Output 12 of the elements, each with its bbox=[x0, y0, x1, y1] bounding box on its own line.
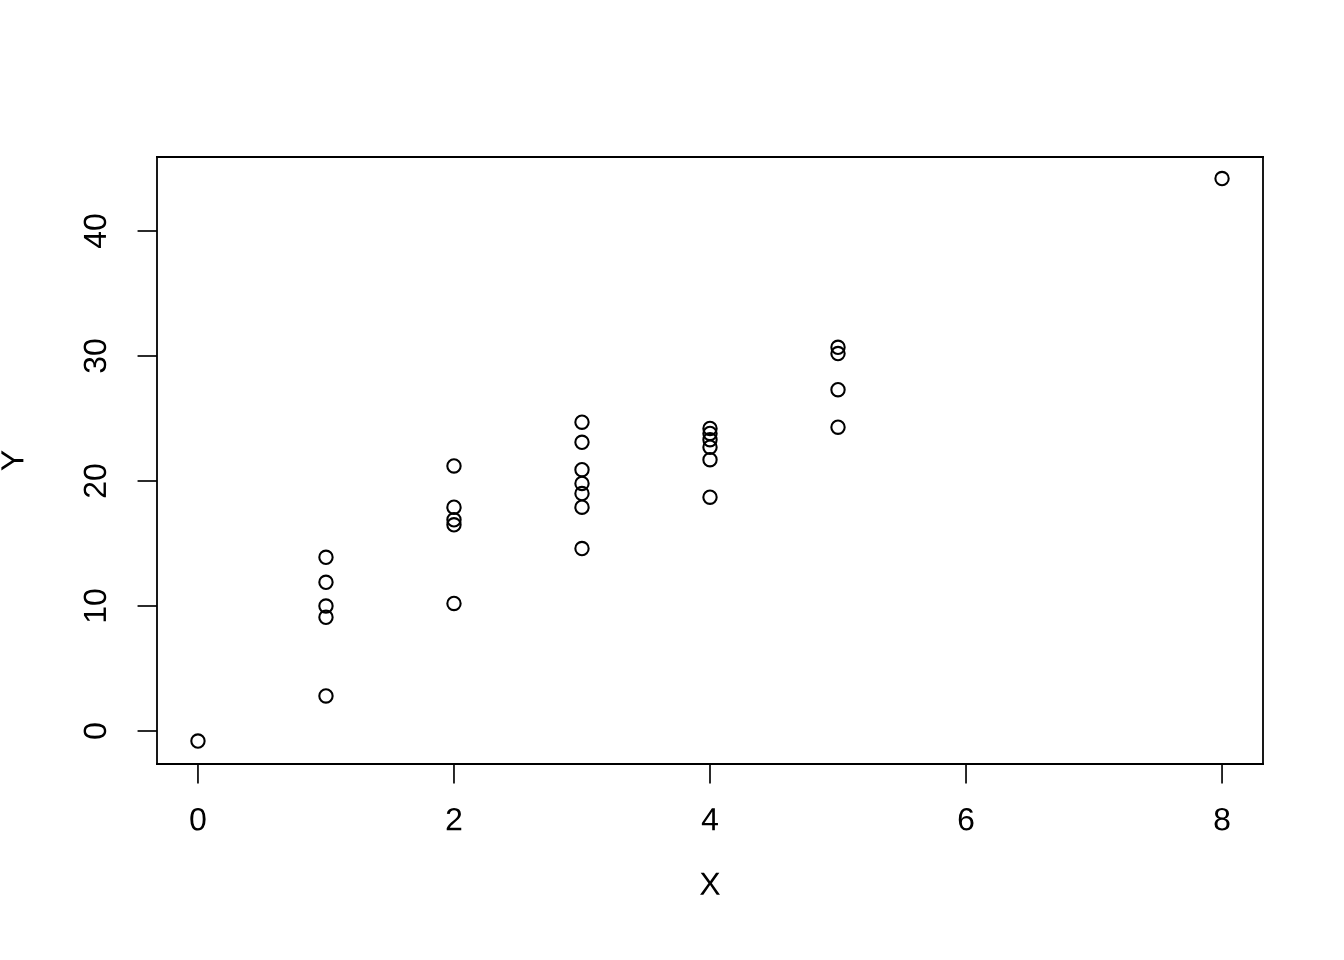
y-tick-label: 0 bbox=[83, 723, 107, 739]
y-tick-label: 40 bbox=[83, 214, 107, 249]
x-tick-label: 0 bbox=[190, 807, 206, 831]
x-tick-label: 4 bbox=[701, 808, 718, 831]
y-tick-label: 10 bbox=[83, 589, 107, 622]
x-tick-label: 2 bbox=[446, 807, 462, 831]
y-axis-title: Y bbox=[1, 450, 24, 471]
x-tick-label: 8 bbox=[1214, 807, 1230, 831]
y-tick-label: 20 bbox=[83, 464, 107, 498]
x-axis-title: X bbox=[700, 872, 720, 895]
x-tick-label: 6 bbox=[958, 807, 974, 831]
y-tick-label: 30 bbox=[83, 339, 107, 373]
